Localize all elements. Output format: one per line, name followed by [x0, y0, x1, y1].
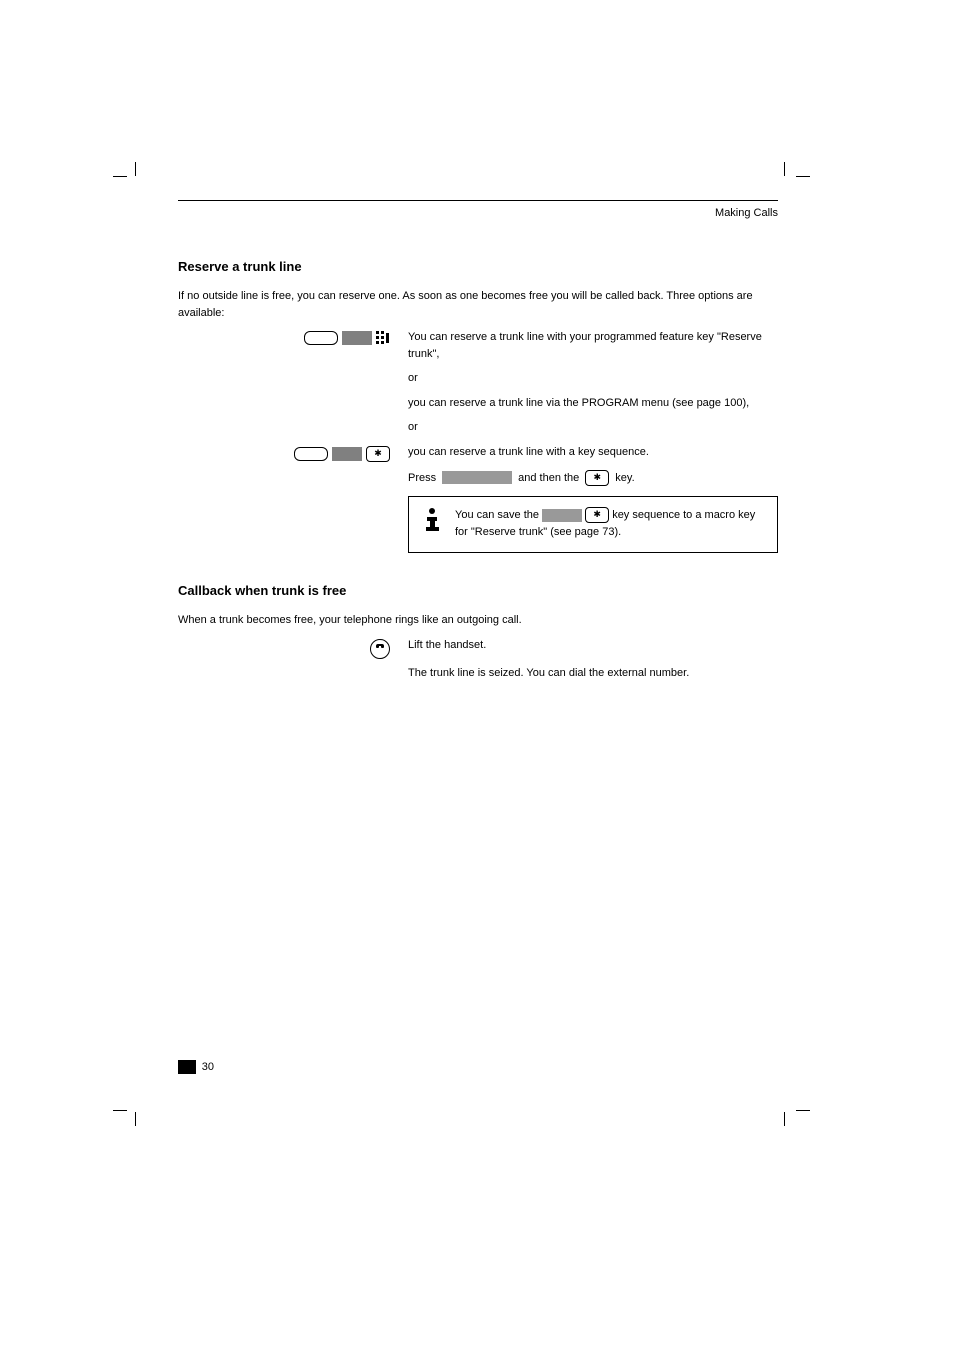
followup-pre: Press — [408, 470, 436, 487]
header-rule — [178, 200, 778, 201]
key-outline-icon — [304, 331, 338, 345]
callback-action-row: Lift the handset. — [178, 637, 778, 659]
callback-section: Callback when trunk is free When a trunk… — [178, 583, 778, 681]
grid-icon — [376, 331, 390, 345]
followup-mid: and then the — [518, 470, 579, 487]
callback-icon-col — [178, 637, 408, 659]
feature-row-3: ✱ you can reserve a trunk line with a ke… — [178, 444, 778, 462]
star-key-icon-2: ✱ — [585, 470, 609, 486]
feature-desc-1: You can reserve a trunk line with your p… — [408, 329, 778, 362]
crop-mark-top-right — [790, 168, 810, 188]
or-text-1: or — [408, 370, 778, 387]
callback-line-1: When a trunk becomes free, your telephon… — [178, 612, 778, 629]
feature-row-2: you can reserve a trunk line via the PRO… — [178, 395, 778, 412]
star-key-icon-3: ✱ — [585, 507, 609, 523]
key-outline-icon-2 — [294, 447, 328, 461]
feature-row-1: You can reserve a trunk line with your p… — [178, 329, 778, 362]
page-number: 30 — [178, 1060, 214, 1074]
followup-post: key. — [615, 470, 634, 487]
key-solid-icon — [342, 331, 372, 345]
callback-line-2-row: The trunk line is seized. You can dial t… — [178, 665, 778, 682]
callback-line-2: The trunk line is seized. You can dial t… — [408, 665, 778, 682]
handset-icon — [370, 639, 390, 659]
section-title-reserve: Reserve a trunk line — [178, 259, 778, 274]
page-content: Making Calls Reserve a trunk line If no … — [178, 200, 778, 687]
info-text: You can save the ✱ key sequence to a mac… — [455, 507, 765, 540]
crop-mark-bottom-left — [113, 1110, 133, 1130]
feature-icons-1 — [178, 329, 408, 345]
header-text: Making Calls — [178, 207, 778, 219]
callback-spacer — [178, 665, 408, 667]
gray-block-1 — [442, 471, 512, 484]
crop-mark-bottom-right — [790, 1110, 810, 1130]
star-key-icon: ✱ — [366, 446, 390, 462]
key-solid-icon-2 — [332, 447, 362, 461]
page-number-box — [178, 1060, 196, 1074]
crop-mark-top-left — [113, 168, 133, 188]
feature-desc-3: you can reserve a trunk line with a key … — [408, 444, 778, 461]
info-box: You can save the ✱ key sequence to a mac… — [408, 496, 778, 553]
followup-text: Press and then the ✱ key. — [408, 470, 778, 487]
followup-row: Press and then the ✱ key. — [178, 470, 778, 487]
gray-block-2 — [542, 509, 582, 522]
section-title-callback: Callback when trunk is free — [178, 583, 778, 598]
intro-text: If no outside line is free, you can rese… — [178, 288, 778, 321]
info-pre: You can save the — [455, 509, 539, 521]
feature-icons-3: ✱ — [178, 444, 408, 462]
feature-icons-2 — [178, 395, 408, 397]
info-icon — [421, 507, 443, 542]
or-text-2: or — [408, 419, 778, 436]
feature-desc-2: you can reserve a trunk line via the PRO… — [408, 395, 778, 412]
callback-action-text: Lift the handset. — [408, 637, 778, 654]
page-number-text: 30 — [202, 1061, 214, 1073]
